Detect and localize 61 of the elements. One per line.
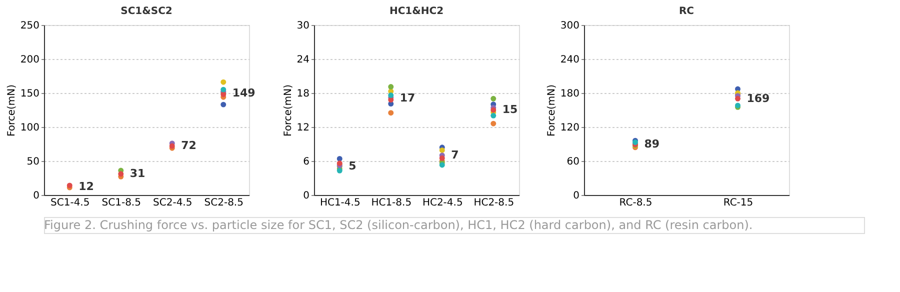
point [490, 120, 496, 126]
y-tick-label: 240 [560, 54, 580, 66]
chart-title: SC1&SC2 [120, 6, 172, 17]
point [439, 155, 445, 161]
chart-title: HC1&HC2 [389, 6, 444, 17]
annotation: 169 [746, 92, 770, 106]
y-tick-label: 0 [573, 190, 580, 202]
point [439, 162, 445, 168]
annotation: 149 [232, 86, 256, 100]
point [220, 102, 226, 108]
point [336, 156, 342, 162]
y-tick-label: 12 [296, 122, 310, 134]
point [388, 92, 394, 98]
y-tick-label: 50 [26, 156, 40, 168]
point [388, 84, 394, 90]
y-axis-title: Force(mN) [282, 84, 294, 137]
chart-title: RC [678, 6, 694, 17]
annotation: 72 [181, 139, 196, 152]
point [220, 79, 226, 85]
y-tick-label: 0 [303, 190, 310, 202]
x-tick-label: SC2-8.5 [204, 198, 244, 208]
annotation: 17 [400, 92, 416, 105]
y-tick-label: 250 [20, 20, 40, 32]
x-tick-label: RC-15 [723, 198, 754, 208]
point [388, 97, 394, 103]
y-tick-label: 100 [20, 122, 40, 134]
y-tick-label: 200 [20, 54, 40, 66]
point [388, 110, 394, 116]
y-tick-label: 6 [303, 156, 310, 168]
y-tick-label: 30 [296, 20, 310, 32]
y-tick-label: 18 [296, 88, 310, 100]
point [439, 148, 445, 153]
annotation: 5 [348, 160, 356, 173]
y-axis-title: Force(mN) [546, 84, 558, 137]
x-tick-label: HC2-4.5 [422, 198, 463, 208]
y-tick-label: 60 [566, 156, 580, 168]
y-axis-title: Force(mN) [6, 84, 18, 137]
x-tick-label: SC1-8.5 [102, 198, 141, 208]
annotation: 89 [644, 138, 660, 151]
y-tick-label: 24 [296, 54, 310, 66]
x-tick-label: SC1-4.5 [50, 198, 90, 208]
annotation: 31 [130, 166, 146, 180]
x-tick-label: SC2-4.5 [153, 198, 192, 208]
caption: Figure 2. Crushing force vs. particle size for SC1, SC2 (silicon-carbon), HC1, HC2 (hard carbon), and RC (resin carbon). [44, 218, 753, 232]
y-tick-label: 120 [560, 122, 580, 134]
point [490, 96, 496, 102]
annotation: 12 [78, 180, 94, 193]
y-tick-label: 180 [560, 88, 580, 100]
x-tick-label: HC1-8.5 [371, 198, 412, 208]
x-tick-label: HC2-8.5 [474, 198, 514, 208]
point [735, 96, 740, 102]
point [490, 112, 496, 118]
point [118, 171, 124, 177]
y-tick-label: 300 [560, 20, 580, 32]
x-tick-label: HC1-4.5 [320, 198, 360, 208]
point [490, 107, 496, 113]
y-tick-label: 150 [20, 88, 40, 100]
x-tick-label: RC-8.5 [619, 198, 652, 208]
annotation: 15 [502, 103, 518, 116]
annotation: 7 [451, 148, 459, 162]
y-tick-label: 0 [33, 190, 40, 202]
